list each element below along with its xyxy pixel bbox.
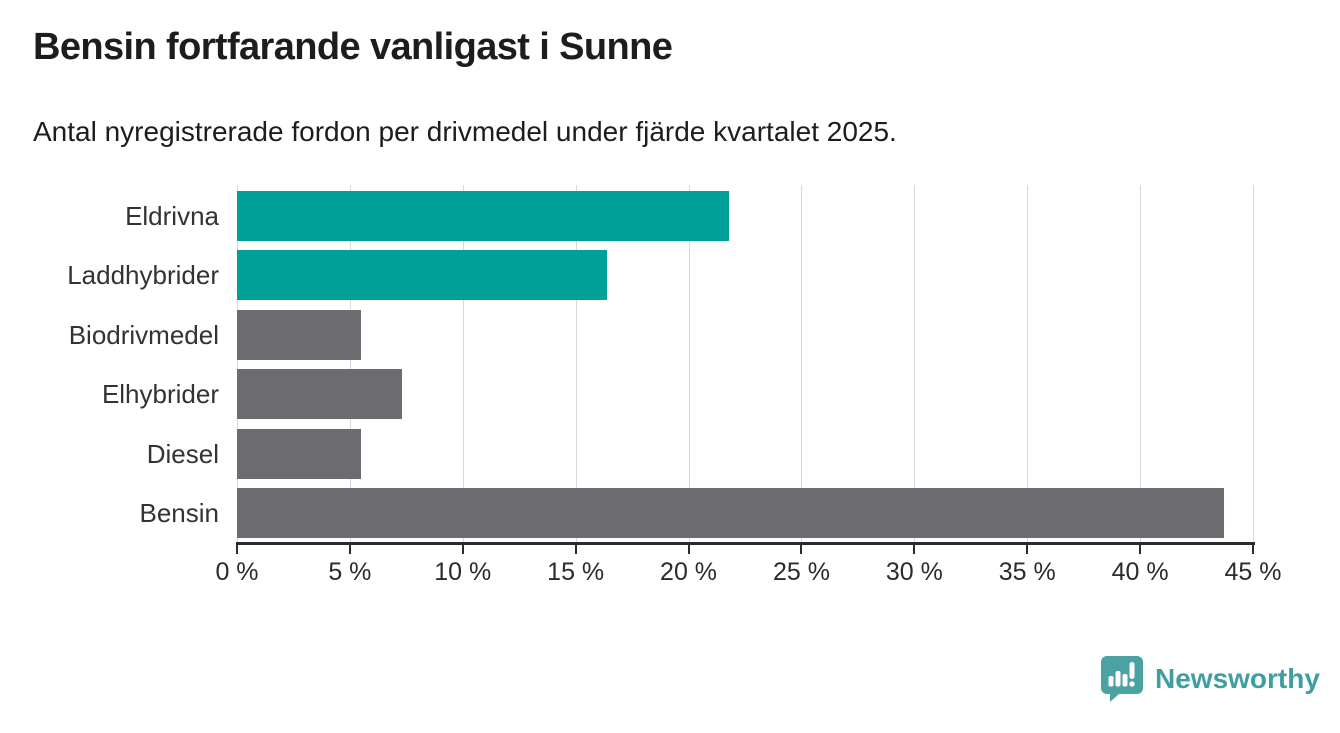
chart-title: Bensin fortfarande vanligast i Sunne bbox=[33, 26, 673, 68]
axis-tick bbox=[687, 545, 690, 554]
axis-tick-label: 30 % bbox=[885, 558, 943, 586]
axis-tick-label: 5 % bbox=[328, 558, 372, 586]
gridline bbox=[914, 185, 916, 543]
gridline bbox=[237, 185, 238, 543]
category-label: Bensin bbox=[139, 498, 220, 529]
category-label: Diesel bbox=[146, 438, 219, 469]
category-axis: Eldrivna Laddhybrider Biodrivmedel Elhybrid… bbox=[0, 186, 219, 543]
newsworthy-logo: Newsworthy bbox=[1100, 655, 1320, 702]
newsworthy-logo-text: Newsworthy bbox=[1155, 662, 1320, 694]
gridline bbox=[575, 185, 577, 543]
axis-tick-label: 20 % bbox=[660, 558, 718, 586]
axis-tick-label: 15 % bbox=[547, 558, 605, 586]
bar bbox=[237, 488, 1224, 539]
value-axis: 0 % 5 % 10 % 15 % 20 % 25 % 30 % 35 % 40 % 45 % bbox=[215, 542, 1281, 602]
axis-tick-label: 10 % bbox=[434, 558, 492, 586]
plot-area bbox=[237, 185, 1254, 543]
gridline bbox=[349, 185, 351, 543]
axis-tick bbox=[461, 545, 464, 554]
chart-subtitle: Antal nyregistrerade fordon per drivmede… bbox=[33, 116, 897, 147]
axis-tick bbox=[913, 545, 916, 554]
gridline bbox=[1027, 185, 1029, 543]
axis-tick-label: 35 % bbox=[998, 558, 1056, 586]
axis-tick-label: 0 % bbox=[215, 558, 259, 586]
axis-tick bbox=[236, 545, 238, 554]
axis-tick-label: 40 % bbox=[1111, 558, 1169, 586]
category-label: Biodrivmedel bbox=[68, 319, 219, 350]
gridline bbox=[1140, 185, 1142, 543]
axis-tick-label: 25 % bbox=[772, 558, 830, 586]
gridline bbox=[688, 185, 690, 543]
axis-tick bbox=[1026, 545, 1029, 554]
axis-tick bbox=[348, 545, 351, 554]
bar bbox=[237, 428, 362, 479]
bar bbox=[237, 309, 362, 360]
category-label: Elhybrider bbox=[101, 379, 219, 410]
axis-tick-label: 45 % bbox=[1224, 558, 1282, 586]
category-label: Eldrivna bbox=[125, 200, 219, 231]
gridline bbox=[1253, 185, 1254, 543]
gridline bbox=[801, 185, 803, 543]
bar bbox=[237, 369, 402, 420]
axis-tick bbox=[800, 545, 803, 554]
speech-bubble-bar-chart-icon bbox=[1101, 656, 1143, 702]
gridline bbox=[462, 185, 464, 543]
category-label: Laddhybrider bbox=[67, 260, 219, 291]
bar bbox=[237, 190, 730, 241]
axis-tick bbox=[574, 545, 577, 554]
bar bbox=[237, 250, 608, 301]
axis-tick bbox=[1139, 545, 1142, 554]
axis-line bbox=[236, 542, 1255, 545]
axis-tick bbox=[1252, 545, 1254, 554]
